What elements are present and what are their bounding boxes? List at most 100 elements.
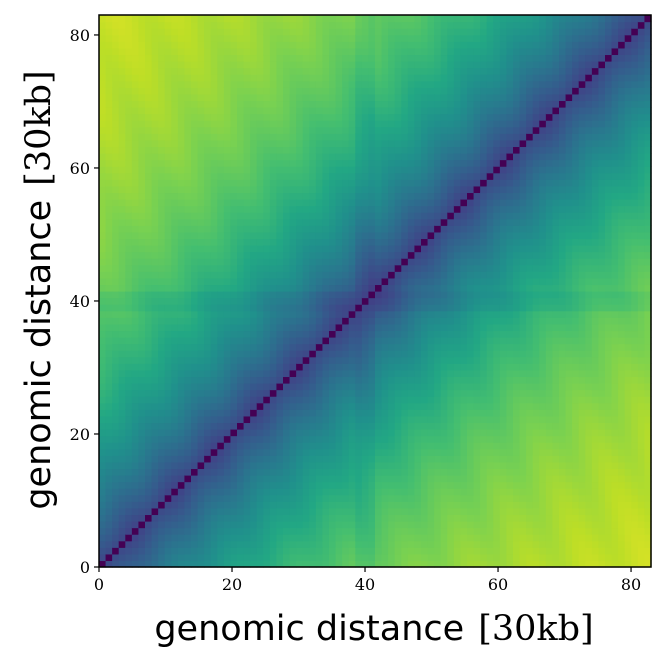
heatmap-cell xyxy=(164,93,172,102)
heatmap-cell xyxy=(256,80,264,88)
heatmap-cell xyxy=(322,389,330,397)
heatmap-cell xyxy=(256,442,264,450)
heatmap-cell xyxy=(237,139,245,148)
heatmap-cell xyxy=(263,245,271,253)
heatmap-cell xyxy=(151,396,159,404)
heatmap-cell xyxy=(421,93,429,102)
heatmap-cell xyxy=(223,409,232,417)
heatmap-cell xyxy=(427,218,435,226)
heatmap-cell xyxy=(401,41,409,49)
heatmap-cell xyxy=(302,402,310,410)
heatmap-cell xyxy=(447,547,455,555)
heatmap-cell xyxy=(342,212,350,220)
heatmap-cell xyxy=(440,93,448,102)
heatmap-cell xyxy=(453,185,462,194)
heatmap-cell xyxy=(381,448,389,456)
heatmap-cell xyxy=(237,494,245,502)
heatmap-cell xyxy=(434,139,442,148)
heatmap-cell xyxy=(125,540,133,548)
heatmap-cell xyxy=(177,540,186,548)
heatmap-cell xyxy=(335,415,343,424)
heatmap-cell xyxy=(230,402,238,410)
heatmap-cell xyxy=(230,61,238,69)
heatmap-cell xyxy=(447,41,455,49)
heatmap-cell xyxy=(164,442,172,450)
heatmap-cell xyxy=(407,277,416,286)
heatmap-cell xyxy=(164,468,172,476)
heatmap-cell xyxy=(217,429,225,437)
heatmap-cell xyxy=(191,28,199,36)
heatmap-cell xyxy=(361,383,370,391)
heatmap-cell xyxy=(269,455,278,463)
heatmap-cell xyxy=(368,113,376,121)
heatmap-cell xyxy=(368,317,376,325)
heatmap-cell xyxy=(414,547,422,555)
heatmap-cell xyxy=(138,323,146,332)
heatmap-cell xyxy=(342,494,350,502)
heatmap-cell xyxy=(276,74,284,82)
heatmap-cell xyxy=(164,323,172,332)
heatmap-cell xyxy=(250,402,258,410)
heatmap-cell xyxy=(171,153,179,161)
heatmap-cell xyxy=(394,356,402,364)
heatmap-cell xyxy=(269,100,278,108)
heatmap-cell xyxy=(131,356,140,364)
heatmap-cell xyxy=(315,402,324,410)
heatmap-cell xyxy=(453,212,462,220)
heatmap-cell xyxy=(447,166,455,174)
heatmap-cell xyxy=(361,231,370,240)
heatmap-cell xyxy=(414,442,422,450)
heatmap-cell xyxy=(302,277,310,286)
heatmap-cell xyxy=(210,277,218,286)
heatmap-cell xyxy=(421,330,429,338)
heatmap-cell xyxy=(112,507,120,516)
heatmap-cell xyxy=(368,356,376,364)
heatmap-cell xyxy=(394,560,402,568)
heatmap-cell xyxy=(296,317,304,325)
heatmap-cell xyxy=(421,376,429,384)
heatmap-cell xyxy=(440,271,448,279)
heatmap-cell xyxy=(223,363,232,371)
heatmap-cell xyxy=(447,146,455,154)
heatmap-cell xyxy=(440,120,448,128)
heatmap-cell xyxy=(99,514,107,522)
heatmap-cell xyxy=(112,310,120,318)
heatmap-cell xyxy=(151,284,159,292)
heatmap-cell xyxy=(315,61,324,69)
heatmap-cell xyxy=(394,547,402,555)
heatmap-cell xyxy=(486,553,494,562)
heatmap-cell xyxy=(112,166,120,174)
heatmap-cell xyxy=(361,422,370,430)
heatmap-cell xyxy=(467,54,475,62)
heatmap-cell xyxy=(263,277,271,286)
heatmap-cell xyxy=(309,139,317,148)
heatmap-cell xyxy=(453,251,462,259)
heatmap-cell xyxy=(447,74,455,82)
heatmap-cell xyxy=(230,540,238,548)
heatmap-cell xyxy=(355,448,363,456)
heatmap-cell xyxy=(394,317,402,325)
heatmap-cell xyxy=(381,126,389,134)
heatmap-cell xyxy=(210,93,218,102)
heatmap-cell xyxy=(375,553,383,562)
heatmap-cell xyxy=(348,61,356,69)
heatmap-cell xyxy=(125,166,133,174)
heatmap-cell xyxy=(223,93,232,102)
heatmap-cell xyxy=(243,179,251,187)
heatmap-cell xyxy=(237,87,245,95)
heatmap-cell xyxy=(322,264,330,272)
heatmap-cell xyxy=(460,527,468,535)
heatmap-cell xyxy=(407,323,416,332)
heatmap-cell xyxy=(381,291,389,299)
heatmap-cell xyxy=(460,323,468,332)
heatmap-cell xyxy=(447,369,455,378)
heatmap-cell xyxy=(381,475,389,483)
heatmap-cell xyxy=(210,343,218,351)
heatmap-cell xyxy=(427,363,435,371)
heatmap-cell xyxy=(447,521,455,529)
heatmap-cell xyxy=(394,337,402,345)
heatmap-cell xyxy=(473,80,481,88)
heatmap-cell xyxy=(99,363,107,371)
heatmap-cell xyxy=(342,291,350,299)
heatmap-cell xyxy=(375,376,383,384)
